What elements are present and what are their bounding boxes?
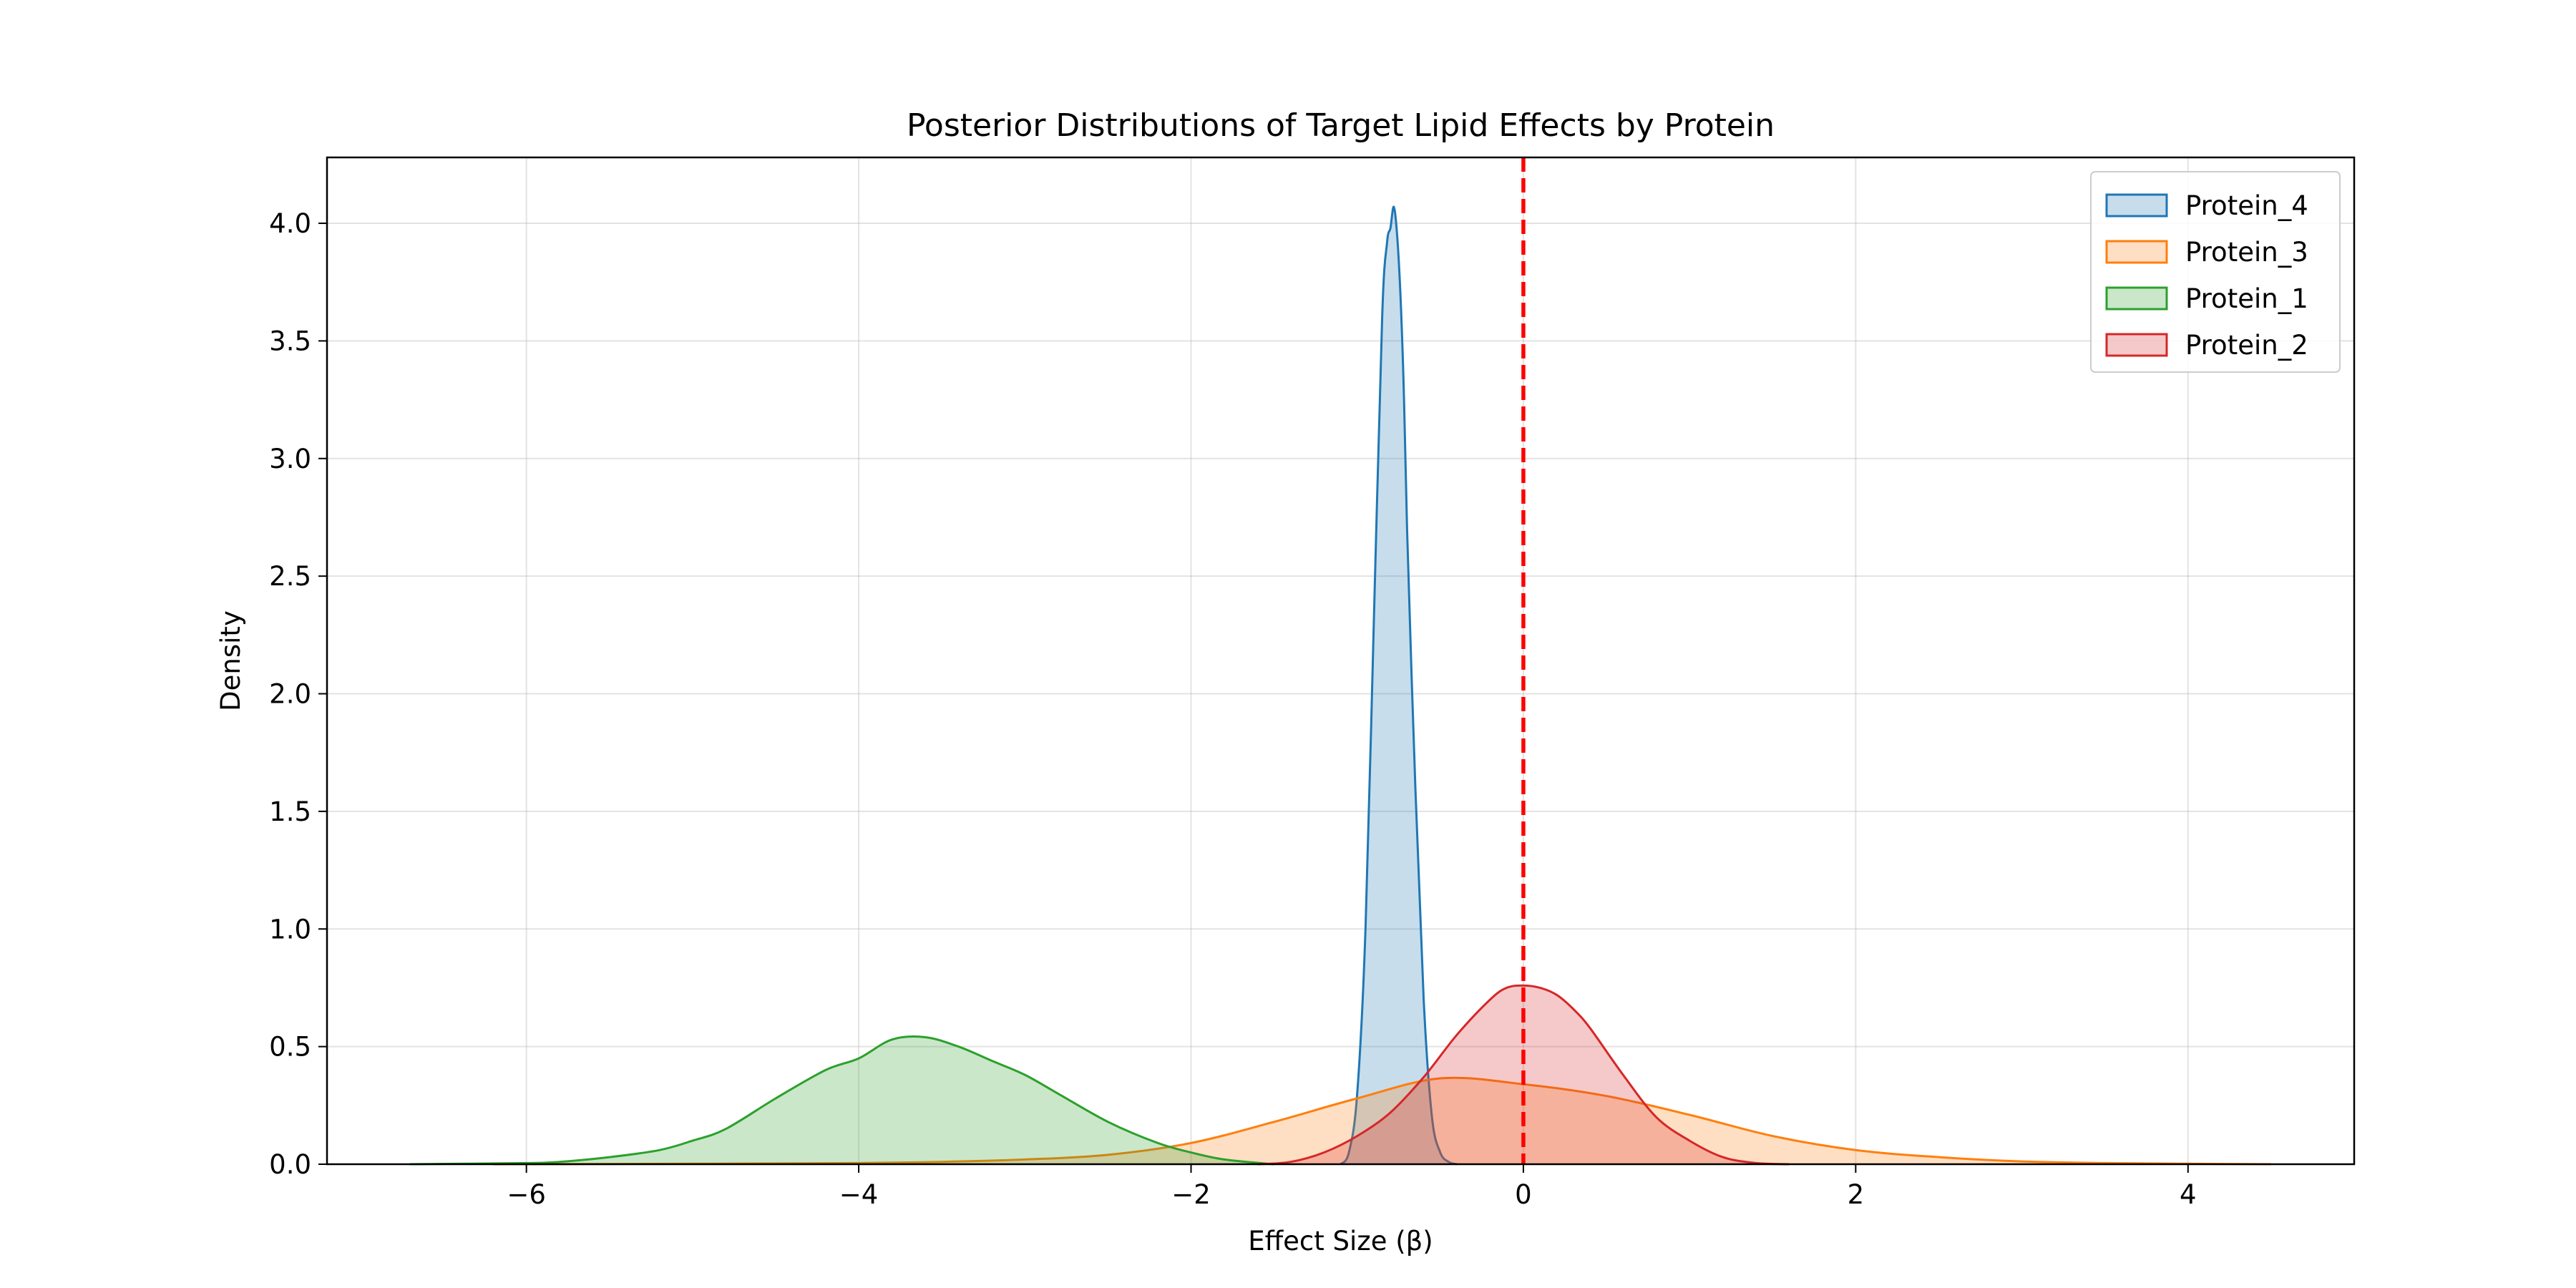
density-fill-protein-1 — [410, 1036, 1274, 1164]
y-tick-label: 1.5 — [269, 796, 311, 827]
legend-swatch — [2105, 286, 2168, 311]
grid — [327, 157, 2354, 1165]
x-axis-label: Effect Size (β) — [1248, 1226, 1433, 1257]
x-tick-label: −4 — [839, 1179, 879, 1210]
x-tick-label: 4 — [2180, 1179, 2197, 1210]
x-tick-label: −2 — [1171, 1179, 1211, 1210]
y-tick-label: 4.0 — [269, 208, 311, 239]
legend-label: Protein_4 — [2185, 190, 2308, 221]
x-tick-label: 0 — [1515, 1179, 1532, 1210]
y-tick-label: 1.0 — [269, 914, 311, 945]
y-axis-ticks: 0.0 0.5 1.0 1.5 2.0 2.5 3.0 3.5 4.0 — [269, 208, 327, 1180]
x-tick-label: −6 — [507, 1179, 546, 1210]
axes-frame — [326, 156, 2356, 1166]
legend-swatch — [2105, 193, 2168, 218]
y-tick-label: 0.5 — [269, 1032, 311, 1063]
x-axis-ticks: −6 −4 −2 0 2 4 — [507, 1164, 2197, 1210]
y-tick-label: 2.5 — [269, 561, 311, 592]
density-line-protein-3 — [493, 1076, 2271, 1166]
density-line-protein-2 — [1257, 984, 1790, 1166]
x-tick-label: 2 — [1848, 1179, 1865, 1210]
legend-swatch — [2105, 240, 2168, 264]
legend-swatch — [2105, 333, 2168, 357]
chart-title: Posterior Distributions of Target Lipid … — [907, 107, 1775, 144]
y-tick-label: 0.0 — [269, 1149, 311, 1180]
density-fill-protein-3 — [493, 1078, 2271, 1164]
y-tick-label: 2.0 — [269, 679, 311, 710]
legend-box — [2090, 171, 2341, 373]
y-tick-label: 3.5 — [269, 326, 311, 356]
density-line-protein-4 — [1340, 205, 1458, 1166]
density-line-protein-1 — [410, 1035, 1274, 1166]
y-tick-label: 3.0 — [269, 444, 311, 474]
legend-label: Protein_2 — [2185, 330, 2308, 361]
legend-label: Protein_3 — [2185, 237, 2308, 268]
legend-label: Protein_1 — [2185, 283, 2308, 314]
legend: Protein_4 Protein_3 Protein_1 Protein_2 — [2090, 171, 2341, 373]
density-fill-protein-4 — [1340, 206, 1457, 1164]
y-axis-label: Density — [215, 610, 246, 711]
